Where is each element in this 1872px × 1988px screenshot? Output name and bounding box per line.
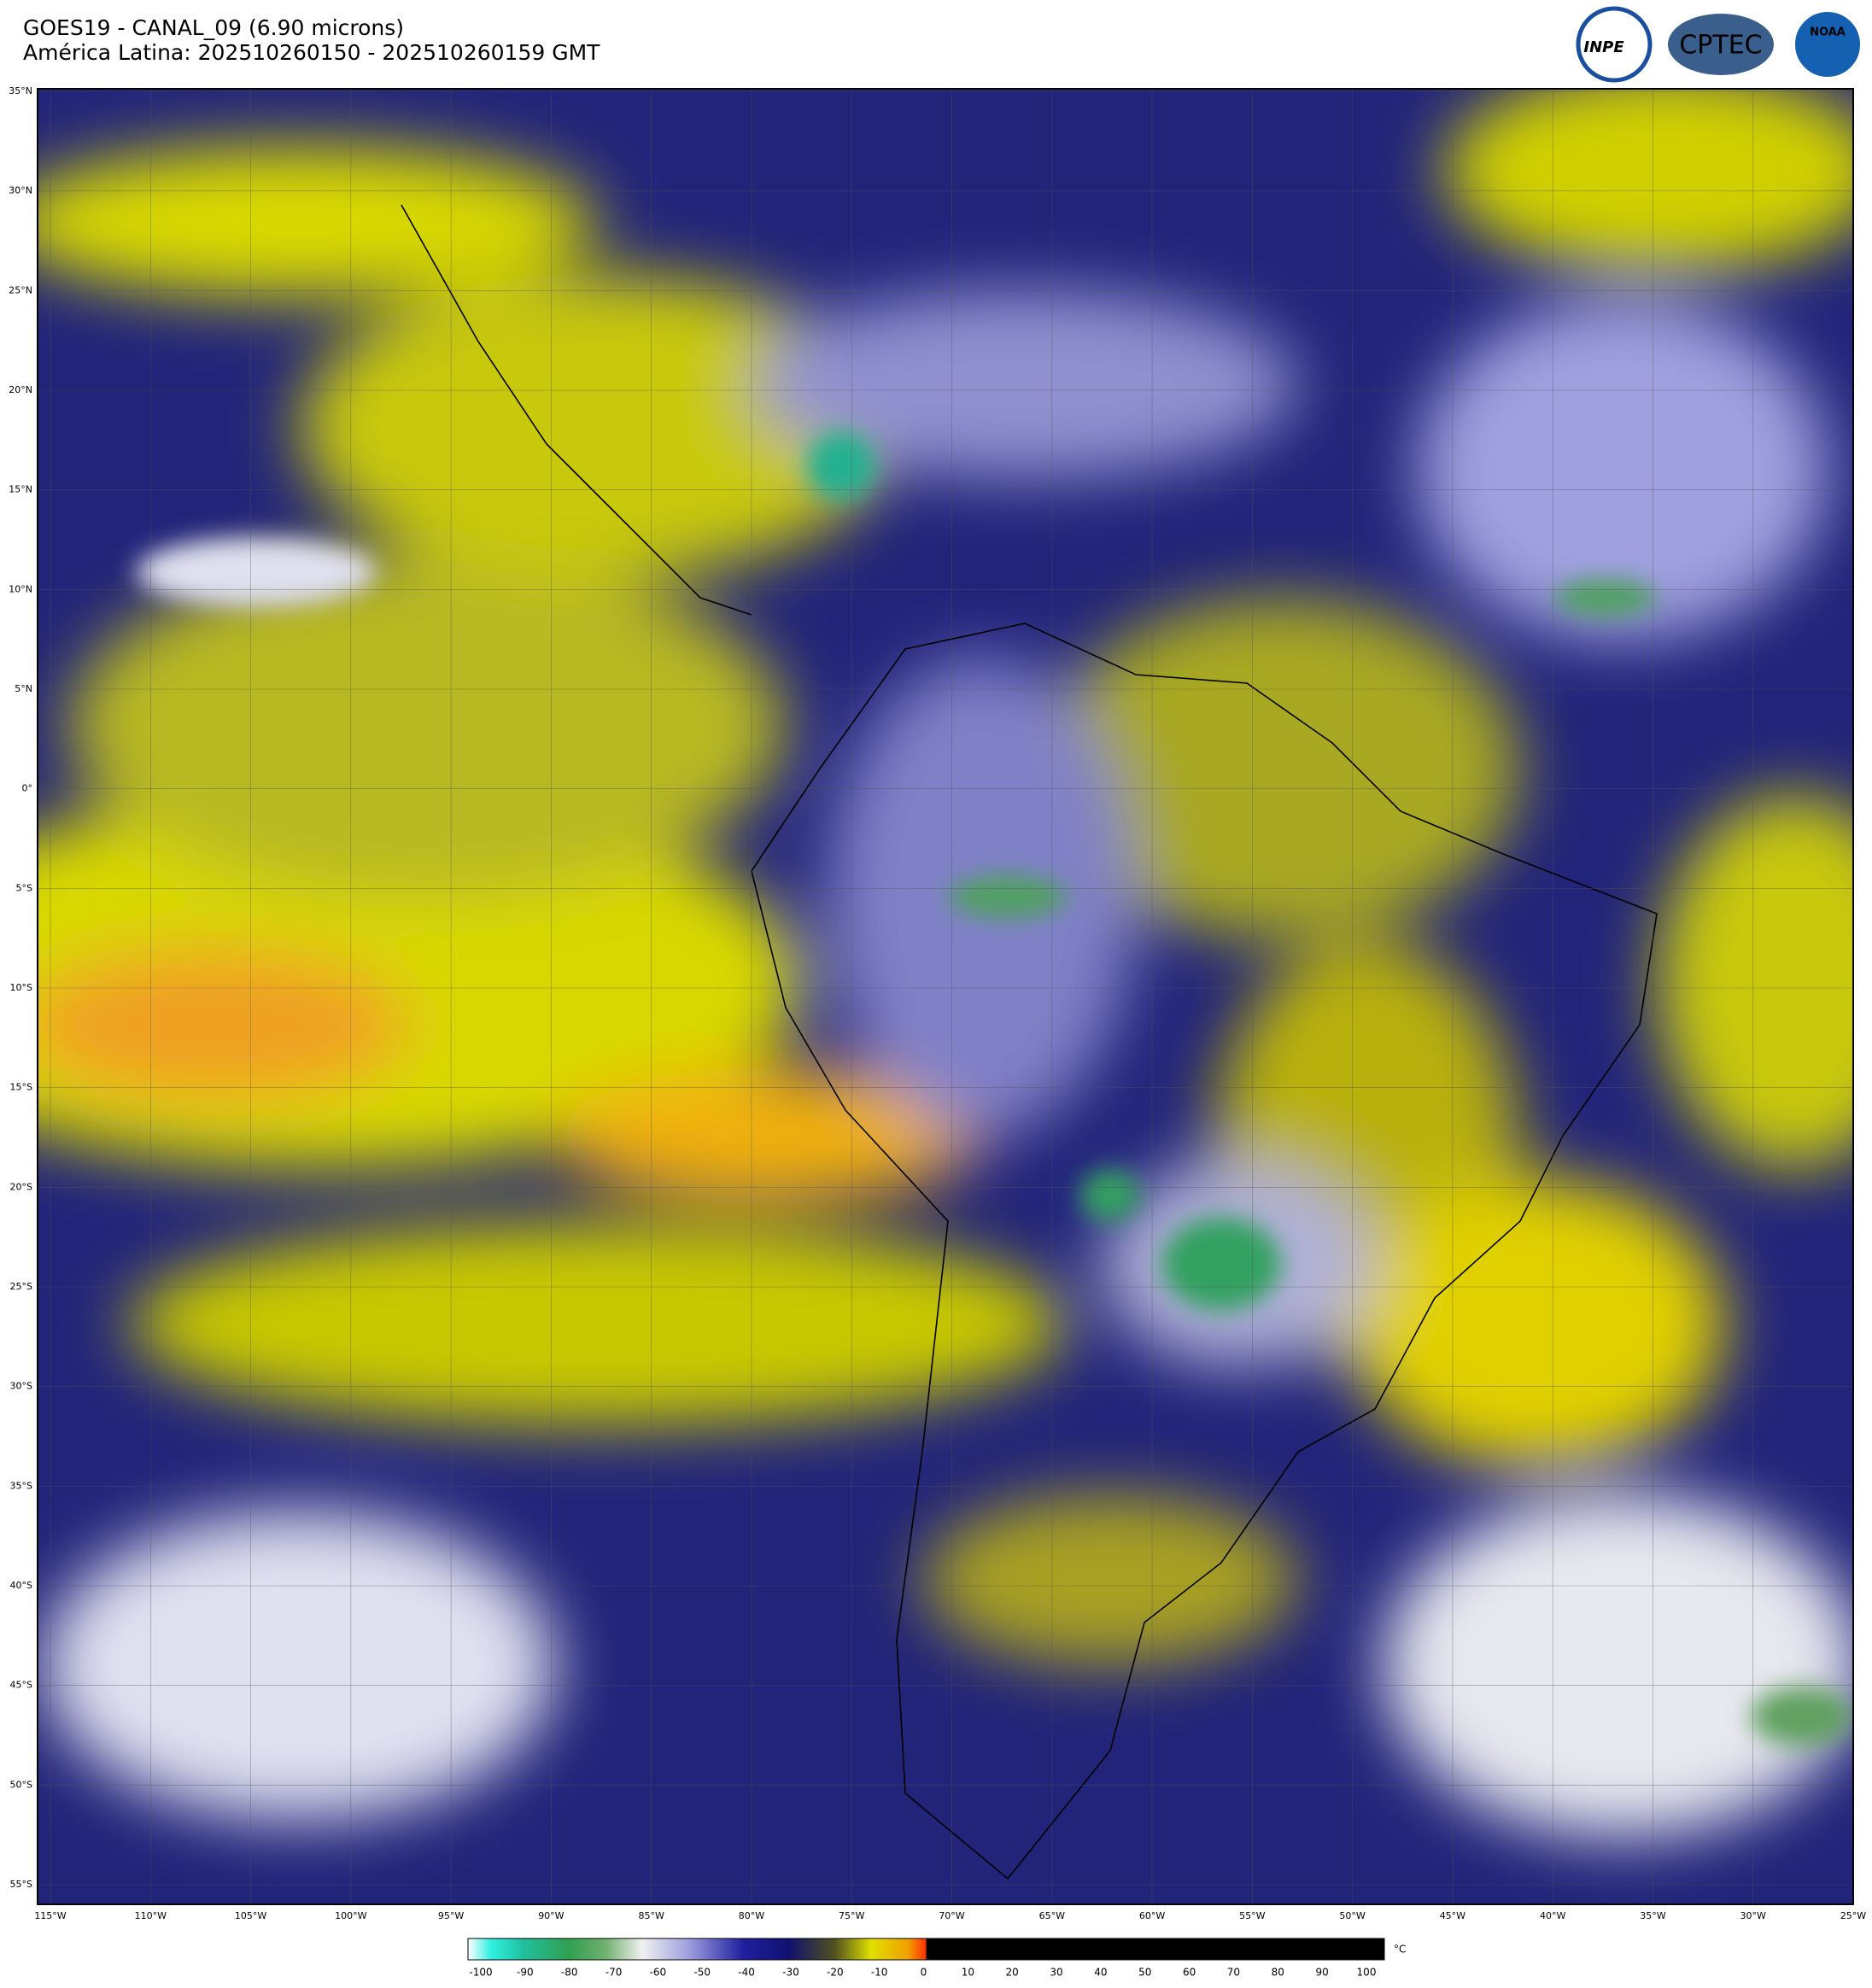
logos: INPE CPTEC NOAA <box>1576 6 1863 83</box>
lon-label: 85°W <box>638 1910 664 1921</box>
colorbar-labels: -100 -90 -80 -70 -60 -50 -40 -30 -20 -10 0 10 20 30 40… <box>469 1967 1376 1979</box>
colorbar-label: -100 <box>469 1967 492 1979</box>
lat-label: 0° <box>22 783 33 794</box>
colorbar-label: -70 <box>605 1967 623 1979</box>
inpe-logo <box>1576 6 1653 83</box>
coastline <box>401 204 752 616</box>
cptec-logo <box>1668 14 1774 75</box>
lat-label: 50°S <box>10 1779 32 1790</box>
lat-label: 25°S <box>10 1281 32 1292</box>
lon-label: 95°W <box>438 1910 464 1921</box>
lon-label: 65°W <box>1039 1910 1065 1921</box>
lon-label: 100°W <box>335 1910 366 1921</box>
lon-label: 45°W <box>1440 1910 1465 1921</box>
colorbar-label: -30 <box>782 1967 799 1979</box>
lon-label: 50°W <box>1339 1910 1365 1921</box>
lat-label: 25°N <box>9 284 32 295</box>
inpe-text: INPE <box>1583 38 1624 56</box>
colorbar-label: 90 <box>1316 1967 1329 1979</box>
lat-label: 30°N <box>9 185 32 196</box>
lon-label: 115°W <box>34 1910 66 1921</box>
colorbar-label: 70 <box>1227 1967 1240 1979</box>
map-frame <box>37 88 1854 1905</box>
lon-label: 105°W <box>235 1910 266 1921</box>
colorbar <box>467 1938 1385 1961</box>
colorbar-label: -50 <box>693 1967 711 1979</box>
lat-label: 10°S <box>10 982 32 993</box>
colorbar-label: 20 <box>1006 1967 1019 1979</box>
colorbar-label: -60 <box>650 1967 667 1979</box>
lat-label: 5°N <box>15 683 32 694</box>
satellite-image <box>38 89 1853 1904</box>
lat-label: 20°N <box>9 384 32 395</box>
lon-labels: 115°W 110°W 105°W 100°W 95°W 90°W 85°W 80°W 75°W… <box>34 1910 1866 1921</box>
colorbar-label: 80 <box>1272 1967 1284 1979</box>
cptec-text: CPTEC <box>1679 31 1762 61</box>
noaa-logo <box>1792 9 1863 80</box>
lat-label: 55°S <box>10 1879 32 1890</box>
colorbar-label: 60 <box>1183 1967 1196 1979</box>
lat-labels: 35°N 30°N 25°N 20°N 15°N 10°N 5°N 0° 5°S 10°S 15°S… <box>9 85 32 1890</box>
lat-label: 15°N <box>9 484 32 495</box>
lon-label: 30°W <box>1740 1910 1766 1921</box>
lon-label: 70°W <box>939 1910 964 1921</box>
lat-label: 15°S <box>10 1082 32 1093</box>
lat-label: 20°S <box>10 1181 32 1192</box>
colorbar-label: -90 <box>517 1967 534 1979</box>
colorbar-unit: °C <box>1394 1944 1406 1956</box>
lon-label: 55°W <box>1239 1910 1265 1921</box>
colorbar-label: 100 <box>1357 1967 1377 1979</box>
colorbar-label: 10 <box>962 1967 974 1979</box>
lon-label: 110°W <box>135 1910 167 1921</box>
lat-label: 40°S <box>10 1580 32 1591</box>
lon-label: 40°W <box>1540 1910 1565 1921</box>
colorbar-label: 50 <box>1138 1967 1151 1979</box>
colorbar-label: 40 <box>1094 1967 1107 1979</box>
coastline <box>751 623 1658 1880</box>
lon-label: 60°W <box>1139 1910 1165 1921</box>
lon-label: 35°W <box>1640 1910 1665 1921</box>
lon-label: 75°W <box>839 1910 864 1921</box>
colorbar-label: -40 <box>738 1967 755 1979</box>
colorbar-label: -80 <box>561 1967 578 1979</box>
colorbar-label: -10 <box>871 1967 888 1979</box>
subtitle: América Latina: 202510260150 - 202510260… <box>23 40 600 65</box>
colorbar-label: 30 <box>1050 1967 1062 1979</box>
lat-label: 45°S <box>10 1680 32 1691</box>
graticule <box>38 89 1853 1904</box>
colorbar-label: 0 <box>921 1967 927 1979</box>
lon-label: 80°W <box>739 1910 764 1921</box>
lat-label: 35°S <box>10 1480 32 1491</box>
lat-label: 10°N <box>9 583 32 594</box>
colorbar-label: -20 <box>827 1967 844 1979</box>
lon-label: 25°W <box>1840 1910 1866 1921</box>
lat-label: 5°S <box>16 882 32 893</box>
noaa-text: NOAA <box>1810 26 1846 39</box>
lon-label: 90°W <box>538 1910 564 1921</box>
lat-label: 35°N <box>9 85 32 96</box>
lat-label: 30°S <box>10 1381 32 1392</box>
title: GOES19 - CANAL_09 (6.90 microns) <box>23 15 404 40</box>
